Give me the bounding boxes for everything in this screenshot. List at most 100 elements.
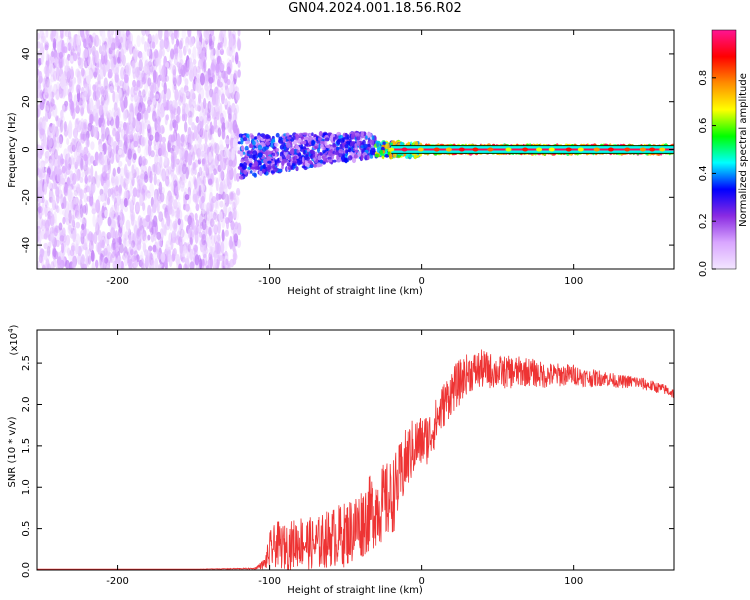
spectrogram-cell [207,227,211,237]
spectrogram-cell [55,89,60,101]
spectrogram-cell [231,55,235,63]
spectrogram-cell [308,133,312,137]
spectrogram-cell [254,161,259,167]
spectrogram-cell [47,125,52,132]
spectrogram-cell [50,50,55,58]
spectrogram-cell [122,234,127,244]
spectrogram-cell [332,159,337,163]
spectrogram-cell [101,150,105,162]
spectrogram-cell [177,114,181,123]
spectrogram-cell [123,197,128,208]
spectrogram-cell [95,97,101,110]
spectrogram-cell [53,227,58,237]
spectrogram-cell [111,49,116,57]
spectrogram-cell [286,153,291,160]
spectrogram-cell [217,127,222,138]
spectrogram-cell [101,143,107,150]
spectrogram-cell [296,159,301,166]
spectrogram-cell [206,112,211,120]
spectrogram-cell [67,185,72,195]
spectrogram-cell [161,48,165,57]
spectrogram-cell [229,73,233,84]
spectrogram-cell [131,255,136,262]
spectrogram-cell [235,173,240,182]
spectrogram-cell [210,62,215,77]
spectrogram-cell [99,30,103,37]
spectrogram-cell [58,55,64,70]
spectrogram-cell [96,86,102,96]
spectrogram-cell [45,227,49,240]
spectrogram-cell [232,119,238,134]
spectrogram-cell [49,208,54,217]
spectrogram-cell [264,134,270,140]
spectrogram-cell [88,183,94,197]
spectrogram-cell [317,155,322,161]
spectrogram-cell [52,181,57,190]
spectrogram-cell [167,249,172,257]
spectrogram-cell [182,244,187,255]
spectrogram-cell [103,43,108,55]
spectrogram-cell [87,122,93,132]
spectrogram-cell [53,57,59,66]
spectrogram-cell [124,38,129,53]
spectrogram-cell [231,114,236,121]
spectrogram-cell [85,185,91,193]
spectrogram-cell [195,129,199,141]
spectrogram-cell [82,204,87,214]
spectrogram-cell [195,259,200,269]
spectrogram-cell [323,141,328,147]
spectrogram-cell [147,77,152,87]
spectrogram-cell [70,156,75,170]
spectrogram-cell [81,223,85,231]
spectrogram-cell [165,75,170,82]
spectrogram-cell [58,120,63,134]
spectrogram-cell [196,66,201,73]
spectrogram-cell [188,115,193,126]
spectrogram-cell [188,176,194,190]
spectrogram-cell [213,142,218,154]
spectrogram-cell [86,75,91,84]
spectrogram-cell [61,242,65,254]
spectrogram-cell [165,175,170,187]
spectrogram-cell [137,93,141,101]
spectrogram-cell [120,212,125,226]
spectrogram-cell [165,30,170,38]
spectrogram-cell [224,98,228,106]
spectrogram-cell [48,88,52,102]
spectrogram-cell [113,246,117,256]
spectrogram-cell [230,73,235,81]
spectrogram-cell [158,211,164,223]
spectrogram-cell [296,149,300,154]
spectrogram-cell [82,118,88,130]
spectrogram-cell [322,149,326,154]
spectrogram-cell [79,189,84,200]
spectrogram-cell [189,130,194,145]
spectrogram-cell [230,226,236,235]
spectrogram-cell [228,197,233,205]
spectrogram-cell [208,192,214,206]
spectrogram-cell [192,46,197,60]
spectrogram-cell [102,202,107,211]
spectrogram-cell [47,212,51,227]
spectrogram-cell [224,148,229,159]
spectrogram-cell [180,64,186,78]
spectrogram-cell [140,120,145,135]
spectrogram-cell [101,239,105,249]
spectrogram-cell [108,134,112,144]
spectrogram-cell [146,120,151,130]
spectrogram-cell [289,149,295,155]
spectrogram-cell [101,164,107,177]
spectrogram-cell [76,69,80,79]
spectrogram-cell [257,144,263,151]
spectrogram-cell [98,45,103,55]
spectrogram-cell [142,136,146,147]
spectrogram-cell [67,199,73,213]
spectrogram-cell [205,164,210,176]
spectrogram-cell [68,81,73,91]
spectrogram-cell [224,203,228,216]
spectrogram-cell [246,133,250,139]
spectrogram-cell [203,39,208,53]
spectrogram-cell [140,137,144,147]
spectrogram-cell [159,39,165,50]
spectrogram-cell [240,159,244,163]
